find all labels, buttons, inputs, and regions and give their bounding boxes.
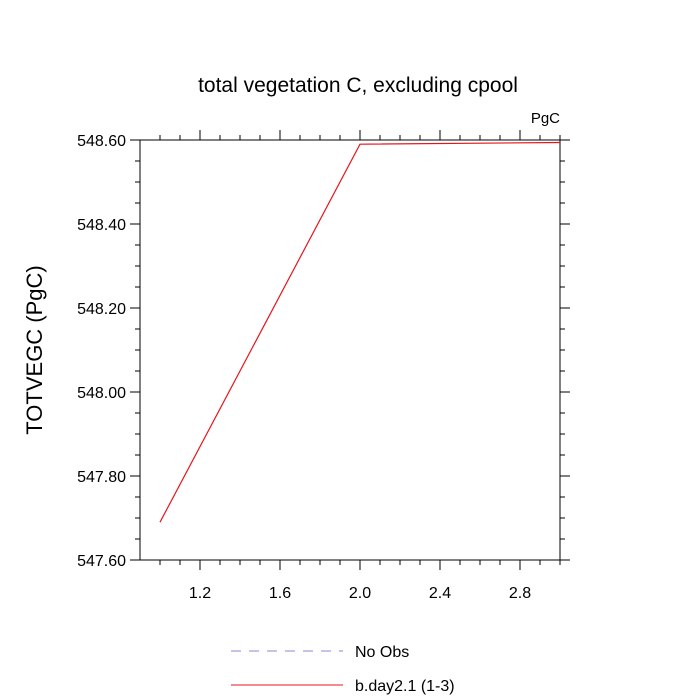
y-tick-label: 547.80 xyxy=(77,469,126,486)
series-line xyxy=(159,141,561,523)
y-tick-label: 548.20 xyxy=(77,301,126,318)
legend-label: b.day2.1 (1-3) xyxy=(355,678,455,695)
y-tick-label: 548.60 xyxy=(77,133,126,150)
y-axis-label: TOTVEGC (PgC) xyxy=(22,265,47,435)
y-tick-label: 548.00 xyxy=(77,385,126,402)
chart-title: total vegetation C, excluding cpool xyxy=(198,74,518,97)
x-tick-label: 2.0 xyxy=(349,585,371,602)
x-tick-label: 2.4 xyxy=(429,585,451,602)
series-layer xyxy=(159,141,561,523)
y-axis-ticks: 547.60 547.80 548.00 548.20 548.40 548.60 xyxy=(77,133,570,570)
x-axis-ticks: 1.2 1.6 2.0 2.4 2.8 xyxy=(159,130,561,602)
x-tick-label: 2.8 xyxy=(509,585,531,602)
legend-label: No Obs xyxy=(355,644,409,661)
plot-frame xyxy=(139,139,561,561)
x-tick-label: 1.2 xyxy=(189,585,211,602)
units-label: PgC xyxy=(531,110,560,127)
y-tick-label: 548.40 xyxy=(77,217,126,234)
x-tick-label: 1.6 xyxy=(269,585,291,602)
legend: No Obs b.day2.1 (1-3) xyxy=(231,644,455,695)
y-tick-label: 547.60 xyxy=(77,553,126,570)
